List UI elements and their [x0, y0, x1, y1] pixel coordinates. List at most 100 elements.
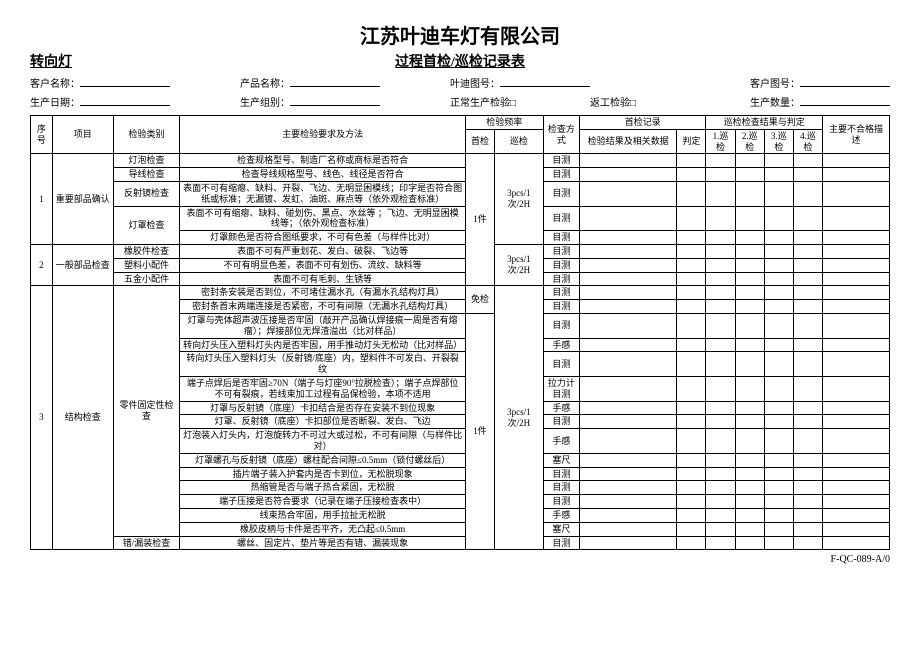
cell[interactable]	[735, 300, 764, 314]
cell[interactable]	[764, 495, 793, 509]
cell[interactable]	[764, 508, 793, 522]
cell[interactable]	[735, 481, 764, 495]
cell[interactable]	[823, 258, 890, 272]
cell[interactable]	[793, 338, 822, 352]
cell[interactable]	[764, 429, 793, 454]
cell[interactable]	[764, 352, 793, 377]
cell[interactable]	[677, 231, 706, 245]
cell[interactable]	[735, 467, 764, 481]
cell[interactable]	[793, 352, 822, 377]
cell[interactable]	[677, 154, 706, 168]
cell[interactable]	[764, 206, 793, 231]
cell[interactable]	[706, 258, 735, 272]
cell[interactable]	[764, 481, 793, 495]
cell[interactable]	[793, 272, 822, 286]
cell[interactable]	[677, 244, 706, 258]
cell[interactable]	[580, 481, 677, 495]
cell[interactable]	[706, 352, 735, 377]
cell[interactable]	[677, 522, 706, 536]
cell[interactable]	[764, 401, 793, 415]
cell[interactable]	[823, 522, 890, 536]
cell[interactable]	[580, 231, 677, 245]
cell[interactable]	[580, 429, 677, 454]
cell[interactable]	[823, 467, 890, 481]
blank-cust-drawing[interactable]	[800, 75, 890, 87]
cell[interactable]	[580, 352, 677, 377]
cell[interactable]	[823, 495, 890, 509]
cell[interactable]	[580, 300, 677, 314]
cell[interactable]	[823, 168, 890, 182]
cell[interactable]	[706, 467, 735, 481]
cell[interactable]	[735, 352, 764, 377]
cell[interactable]	[706, 272, 735, 286]
cell[interactable]	[735, 244, 764, 258]
cell[interactable]	[580, 272, 677, 286]
cell[interactable]	[677, 467, 706, 481]
cell[interactable]	[735, 338, 764, 352]
cell[interactable]	[823, 206, 890, 231]
cell[interactable]	[677, 168, 706, 182]
cell[interactable]	[735, 522, 764, 536]
cell[interactable]	[677, 286, 706, 300]
cell[interactable]	[764, 244, 793, 258]
cell[interactable]	[793, 495, 822, 509]
cell[interactable]	[580, 508, 677, 522]
cell[interactable]	[735, 206, 764, 231]
cell[interactable]	[677, 300, 706, 314]
cell[interactable]	[793, 231, 822, 245]
cell[interactable]	[764, 168, 793, 182]
cell[interactable]	[764, 415, 793, 429]
cell[interactable]	[706, 508, 735, 522]
cell[interactable]	[823, 300, 890, 314]
cell[interactable]	[706, 300, 735, 314]
cell[interactable]	[735, 401, 764, 415]
cell[interactable]	[677, 495, 706, 509]
cell[interactable]	[735, 286, 764, 300]
blank-group[interactable]	[290, 94, 380, 106]
cell[interactable]	[706, 495, 735, 509]
cell[interactable]	[793, 154, 822, 168]
cell[interactable]	[580, 154, 677, 168]
cell[interactable]	[764, 154, 793, 168]
cell[interactable]	[823, 415, 890, 429]
cell[interactable]	[706, 313, 735, 338]
cell[interactable]	[764, 272, 793, 286]
cell[interactable]	[677, 376, 706, 401]
cell[interactable]	[764, 313, 793, 338]
cell[interactable]	[706, 415, 735, 429]
cell[interactable]	[706, 376, 735, 401]
cell[interactable]	[706, 231, 735, 245]
cell[interactable]	[677, 401, 706, 415]
check-normal[interactable]: 正常生产检验□	[450, 94, 516, 109]
cell[interactable]	[580, 338, 677, 352]
cell[interactable]	[823, 313, 890, 338]
cell[interactable]	[823, 272, 890, 286]
cell[interactable]	[793, 536, 822, 550]
cell[interactable]	[706, 401, 735, 415]
cell[interactable]	[735, 231, 764, 245]
cell[interactable]	[793, 206, 822, 231]
cell[interactable]	[823, 244, 890, 258]
cell[interactable]	[793, 415, 822, 429]
blank-date[interactable]	[80, 94, 170, 106]
blank-product[interactable]	[290, 75, 380, 87]
cell[interactable]	[706, 429, 735, 454]
cell[interactable]	[735, 415, 764, 429]
cell[interactable]	[735, 272, 764, 286]
cell[interactable]	[580, 536, 677, 550]
cell[interactable]	[823, 154, 890, 168]
cell[interactable]	[677, 181, 706, 206]
cell[interactable]	[677, 481, 706, 495]
cell[interactable]	[735, 313, 764, 338]
cell[interactable]	[580, 401, 677, 415]
cell[interactable]	[677, 429, 706, 454]
cell[interactable]	[764, 258, 793, 272]
cell[interactable]	[764, 338, 793, 352]
cell[interactable]	[764, 453, 793, 467]
cell[interactable]	[706, 168, 735, 182]
cell[interactable]	[823, 352, 890, 377]
cell[interactable]	[823, 401, 890, 415]
cell[interactable]	[735, 376, 764, 401]
cell[interactable]	[793, 313, 822, 338]
blank-qty[interactable]	[800, 94, 890, 106]
